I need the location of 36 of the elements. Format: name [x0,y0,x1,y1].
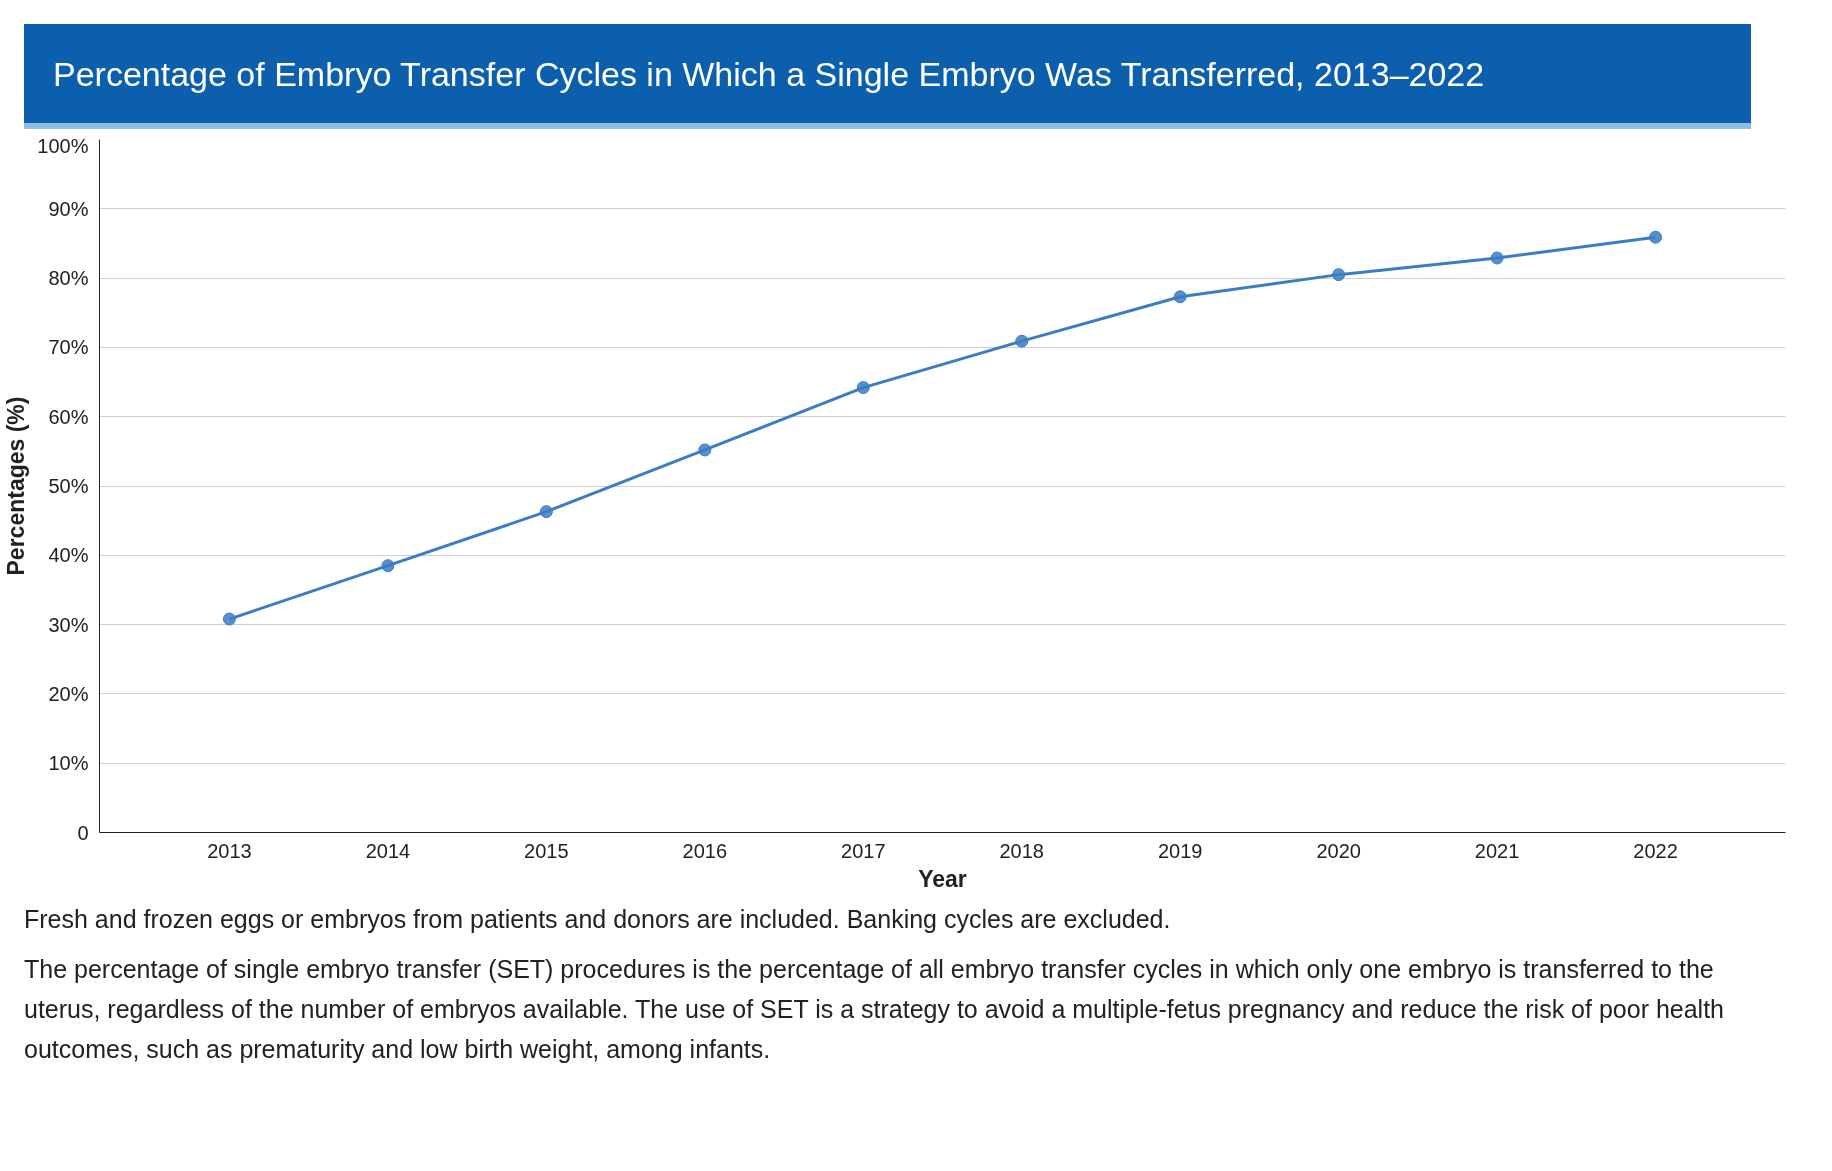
y-tick-label: 10% [48,751,89,774]
point [856,380,870,394]
x-axis-title: Year [918,865,967,892]
text: The percentage of single embryo transfer (SET) procedures is the percentage of all embryo transfer cycles in which only one embryo is transferred to the uterus, regardless of the number of embryos available. The use of SET is a strategy to avoid a multiple-fetus pregnancy and reduce the risk of poor health outcomes, such as prematurity and low birth weight, among infants. [24,953,1725,1065]
y-tick-label: 30% [48,613,89,636]
x-tick-label: 2018 [999,839,1044,862]
x-tick-label: 2021 [1474,839,1520,862]
y-tick-label: 50% [48,474,89,497]
x-tick-label: 2014 [365,839,411,862]
point [1173,289,1187,303]
point [222,612,236,626]
point [1490,251,1504,265]
point [381,558,395,572]
chart-title: Percentage of Embryo Transfer Cycles in Which a Single Embryo Was Transferred, 2013–2022 [53,54,1485,95]
x-tick-label: 2022 [1633,839,1678,862]
y-tick-label: 20% [48,682,89,705]
point [539,504,553,518]
x-tick-label: 2019 [1157,839,1203,862]
text: Fresh and frozen eggs or embryos from patients and donors are included. Banking cycles are excluded. [24,903,1171,935]
y-tick-label: 60% [48,405,89,428]
x-tick-label: 2017 [841,839,886,862]
y-tick-label: 70% [48,335,89,358]
point [1649,230,1663,244]
y-tick-label: 100% [37,134,89,157]
point [1332,267,1346,281]
y-tick-label: 90% [48,197,89,220]
x-tick-label: 2016 [682,839,728,862]
y-tick-label: 40% [48,543,89,566]
x-tick-label: 2013 [207,839,252,862]
x-tick-label: 2015 [524,839,569,862]
y-axis-title: Percentages (%) [3,396,30,576]
x-tick-label: 2020 [1316,839,1361,862]
y-tick-label: 0 [77,821,89,844]
point [698,443,712,457]
y-tick-label: 80% [48,266,89,289]
point [1015,334,1029,348]
